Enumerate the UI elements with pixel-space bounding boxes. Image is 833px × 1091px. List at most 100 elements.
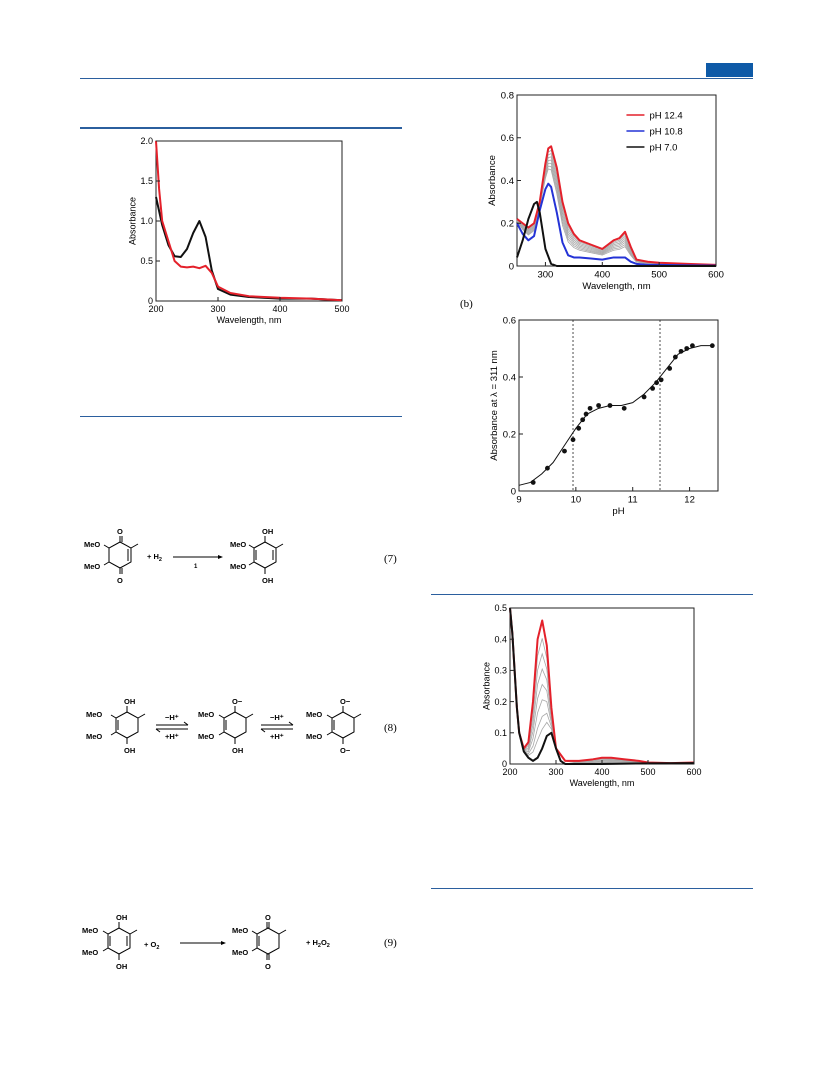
x-tick-label-3: 500 [334,304,349,314]
y-tick-label-4: 2.0 [140,136,153,146]
x-tick-label-0: 200 [502,767,517,777]
hydroquinone-structure [248,536,284,574]
quinone-structure [103,536,139,574]
data-point-4 [576,425,582,431]
x-axis-label: Wavelength, nm [570,778,635,788]
data-point-20 [709,343,715,349]
y-tick-label-1: 0.5 [140,256,153,266]
eq7-oh-bottom: OH [262,576,273,585]
eq8-s2-ominus: O− [232,697,243,706]
y-tick-label-0: 0 [511,486,516,497]
figure-1-spectrum: 200 300 400 500 0 0.5 1.0 1.5 2.0 Wavelength, nm A… [122,133,357,343]
data-point-6 [583,411,589,417]
plot-frame [155,140,343,302]
eq9-prod-meo-1: MeO [232,926,248,935]
x-axis-label: Wavelength, nm [217,315,282,325]
figure-2a-spectra: 300 400 500 600 0 0.2 0.4 0.6 0.8 Wavelength, nm A… [480,87,730,302]
panel-b-label: (b) [460,298,473,310]
monoanion-structure [218,706,254,744]
eq8-s1-oh-top: OH [124,697,135,706]
plot-frame [509,607,695,765]
eq8-s1-meo-2: MeO [86,732,102,741]
y-axis-label: Absorbance [127,197,137,245]
x-tick-label-1: 10 [571,495,582,506]
equation-9-scheme: OH OH MeO MeO + O2 O O MeO MeO + H2O2 [82,913,330,971]
eq9-meo-2: MeO [82,948,98,957]
data-point-18 [684,346,690,351]
plot-frame [516,94,717,267]
data-point-5 [580,417,586,423]
y-tick-label-3: 0.6 [501,133,514,144]
eq7-plus-h2: + H2 [147,552,162,563]
data-point-13 [654,380,659,386]
y-tick-label-0: 0 [502,759,507,769]
x-tick-label-3: 12 [684,495,695,506]
legend-label-0: pH 12.4 [649,111,682,122]
eq7-prod-meo-2: MeO [230,562,246,571]
x-axis-label: Wavelength, nm [582,281,650,292]
x-tick-label-3: 500 [640,767,655,777]
data-point-12 [650,386,656,391]
eq7-catalyst: 1 [194,564,198,570]
figure-1-chart: 200 300 400 500 0 0.5 1.0 1.5 2.0 Wavelength, nm A… [127,136,349,325]
data-point-8 [596,403,601,408]
x-axis-label: pH [612,506,624,517]
figure3-top-rule [431,594,753,595]
x-tick-label-1: 300 [210,304,225,314]
y-tick-label-5: 0.5 [494,603,507,613]
eq9-arrowhead [221,941,226,945]
series-line-black-1 [509,607,695,765]
data-point-2 [562,448,567,454]
eq8-minus-h-1: −H⁺ [165,713,179,722]
y-tick-label-2: 0.4 [503,372,516,383]
data-point-7 [587,405,593,411]
eq8-plus-h-2: +H⁺ [270,732,284,741]
eq9-oh-top: OH [116,913,127,922]
y-tick-label-2: 0.2 [494,697,507,707]
series-line-ph-7.0 [516,200,716,267]
header-rule [80,78,753,79]
figure-3-spectra: 200 300 400 500 600 0 0.1 0.2 0.3 0.4 0.5 Wavelengt… [478,600,718,795]
hydroquinone-neutral [110,706,146,744]
y-tick-label-0: 0 [148,296,153,306]
eq7-o-top: O [117,527,123,536]
data-point-15 [667,366,673,371]
figure-2a-chart: 300 400 500 600 0 0.2 0.4 0.6 0.8 Wavelength, nm A… [487,90,724,292]
quinone-product [251,922,287,960]
x-tick-label-2: 11 [628,495,638,506]
eq9-oh-bottom: OH [116,962,127,971]
figure3-bottom-rule [431,888,753,889]
x-tick-label-3: 600 [708,270,724,281]
x-tick-label-0: 200 [148,304,163,314]
eq9-plus-o2: + O2 [144,940,159,951]
y-tick-label-1: 0.1 [494,728,507,738]
figure-3-chart: 200 300 400 500 600 0 0.1 0.2 0.3 0.4 0.5 Wavelengt… [481,603,701,788]
eq9-plus-h2o2: + H2O2 [306,938,330,949]
eq8-s3-meo-2: MeO [306,732,322,741]
data-point-19 [690,343,695,349]
eq9-prod-meo-2: MeO [232,948,248,957]
y-tick-label-3: 1.5 [140,176,153,186]
equation-9: OH OH MeO MeO + O2 O O MeO MeO + H2O2 [80,908,370,983]
eq9-o-bottom: O [265,962,271,971]
equation-7-scheme: O O MeO MeO + H2 1 OH OH MeO MeO [84,527,284,585]
eq7-prod-meo-1: MeO [230,540,246,549]
series-line-ph-12.4 [516,145,717,266]
eq8-s1-meo-1: MeO [86,710,102,719]
eq9-meo-1: MeO [82,926,98,935]
y-tick-label-0: 0 [509,261,514,272]
data-point-11 [641,394,647,400]
legend-label-2: pH 7.0 [649,143,677,154]
figure1-bottom-rule [80,416,402,417]
x-tick-label-2: 400 [272,304,287,314]
y-tick-label-1: 0.2 [501,219,514,230]
eq7-o-bottom: O [117,576,123,585]
data-point-3 [570,437,576,443]
eq8-s3-meo-1: MeO [306,710,322,719]
y-tick-label-2: 1.0 [140,216,153,226]
data-point-1 [545,465,550,471]
equation-8: OH OH MeO MeO −H⁺ +H⁺ O− OH MeO MeO −H⁺ … [80,692,380,767]
x-tick-label-0: 9 [516,495,521,506]
data-point-10 [621,405,627,411]
eq8-minus-h-2: −H⁺ [270,713,284,722]
